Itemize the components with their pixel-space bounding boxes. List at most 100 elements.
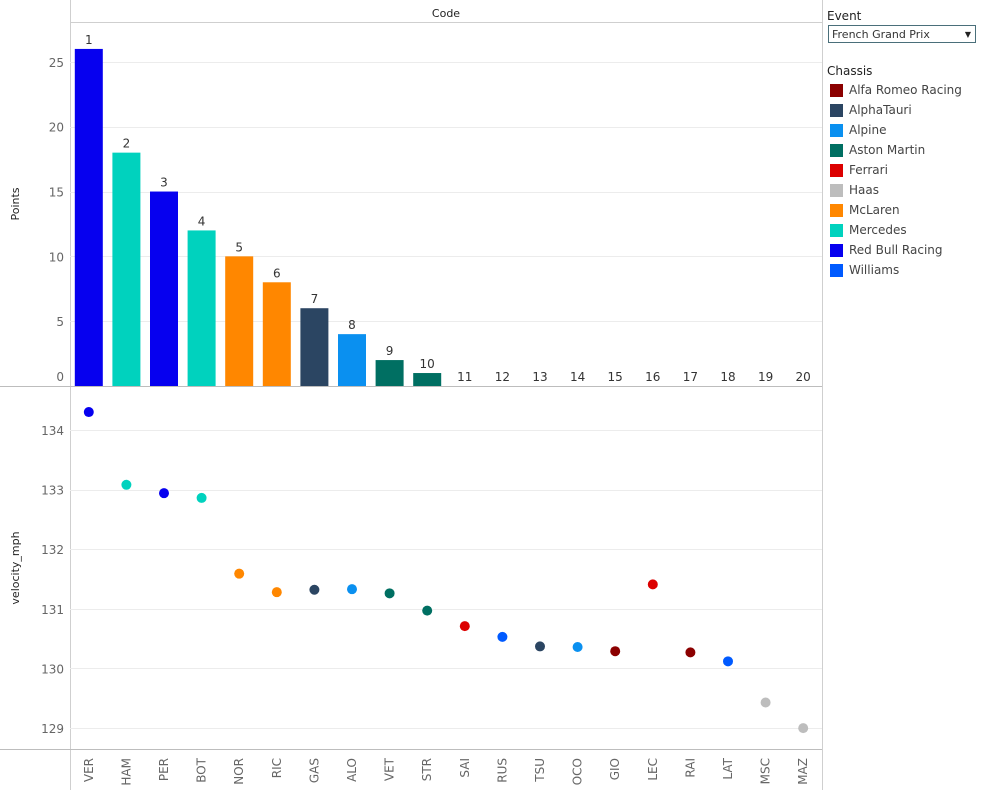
event-select[interactable]: French Grand Prix ▼ bbox=[828, 25, 976, 43]
points-bar[interactable] bbox=[187, 230, 216, 386]
driver-code-label: MSC bbox=[759, 758, 773, 784]
finish-position-label: 3 bbox=[160, 176, 168, 190]
velocity-point[interactable] bbox=[610, 646, 621, 657]
points-bar[interactable] bbox=[225, 256, 254, 386]
finish-position-label: 9 bbox=[386, 344, 394, 358]
driver-code-label: VER bbox=[82, 758, 96, 782]
points-tick-label: 25 bbox=[49, 56, 64, 70]
driver-code-label: MAZ bbox=[796, 758, 810, 785]
velocity-point[interactable] bbox=[196, 492, 207, 503]
points-bar[interactable] bbox=[338, 334, 366, 386]
legend-item[interactable]: Aston Martin bbox=[830, 140, 925, 160]
driver-code-axis: VER HAM PER BOT NOR RIC GAS ALO VET STR SAI RUS TSU O… bbox=[82, 757, 810, 785]
legend-item[interactable]: Mercedes bbox=[830, 220, 907, 240]
legend-swatch bbox=[830, 243, 843, 257]
velocity-point[interactable] bbox=[572, 642, 583, 653]
finish-position-label: 20 bbox=[796, 370, 811, 384]
velocity-point[interactable] bbox=[723, 656, 733, 667]
finish-position-label: 17 bbox=[683, 370, 698, 384]
driver-code-label: ALO bbox=[345, 758, 359, 782]
points-bar[interactable] bbox=[300, 308, 329, 386]
driver-code-label: VET bbox=[383, 757, 397, 781]
points-bar[interactable] bbox=[112, 152, 141, 386]
legend-title: Chassis bbox=[827, 64, 873, 78]
points-bar[interactable] bbox=[74, 48, 103, 387]
finish-position-label: 19 bbox=[758, 370, 773, 384]
velocity-point[interactable] bbox=[647, 579, 658, 590]
legend-item[interactable]: McLaren bbox=[830, 200, 900, 220]
finish-position-label: 6 bbox=[273, 266, 281, 280]
legend-label: AlphaTauri bbox=[849, 103, 912, 117]
velocity-tick-label: 130 bbox=[41, 662, 64, 676]
legend-swatch bbox=[830, 203, 843, 217]
velocity-point[interactable] bbox=[497, 631, 508, 642]
legend-item[interactable]: Haas bbox=[830, 180, 879, 200]
legend-item[interactable]: AlphaTauri bbox=[830, 100, 912, 120]
velocity-tick-label: 134 bbox=[41, 424, 64, 438]
driver-code-label: LAT bbox=[721, 757, 735, 779]
velocity-point[interactable] bbox=[535, 641, 545, 652]
legend-swatch bbox=[830, 263, 843, 277]
finish-position-label: 16 bbox=[645, 370, 660, 384]
points-bar[interactable] bbox=[150, 191, 178, 386]
side-panel: Event French Grand Prix ▼ Chassis Alfa R… bbox=[827, 0, 1000, 797]
legend-item[interactable]: Red Bull Racing bbox=[830, 240, 943, 260]
driver-code-label: BOT bbox=[195, 757, 209, 782]
velocity-point[interactable] bbox=[384, 588, 395, 599]
velocity-point[interactable] bbox=[121, 479, 132, 490]
event-select-value: French Grand Prix bbox=[832, 27, 930, 41]
legend-label: Ferrari bbox=[849, 163, 888, 177]
legend-swatch bbox=[830, 123, 843, 137]
finish-position-label: 5 bbox=[235, 240, 243, 254]
velocity-point[interactable] bbox=[83, 407, 94, 418]
points-tick-label: 20 bbox=[49, 121, 64, 135]
legend-swatch bbox=[830, 163, 843, 177]
legend-item[interactable]: Williams bbox=[830, 260, 899, 280]
legend-swatch bbox=[830, 83, 843, 97]
velocity-point[interactable] bbox=[271, 587, 282, 598]
legend-swatch bbox=[830, 183, 843, 197]
velocity-point[interactable] bbox=[159, 488, 169, 499]
velocity-point[interactable] bbox=[760, 697, 771, 708]
velocity-point[interactable] bbox=[685, 647, 696, 658]
velocity-axis-title: velocity_mph bbox=[9, 531, 22, 604]
finish-position-label: 2 bbox=[123, 137, 131, 151]
points-bar[interactable] bbox=[413, 373, 442, 386]
code-header: Code bbox=[432, 7, 460, 20]
velocity-points bbox=[83, 407, 809, 734]
legend-item[interactable]: Alfa Romeo Racing bbox=[830, 80, 962, 100]
driver-code-label: RIC bbox=[270, 758, 284, 778]
legend-label: McLaren bbox=[849, 203, 900, 217]
chevron-down-icon: ▼ bbox=[964, 29, 972, 39]
points-tick-label: 5 bbox=[56, 315, 64, 329]
velocity-point[interactable] bbox=[422, 605, 433, 616]
finish-position-label: 10 bbox=[420, 357, 435, 371]
velocity-point[interactable] bbox=[347, 584, 357, 595]
driver-code-label: PER bbox=[157, 758, 171, 781]
finish-position-label: 13 bbox=[532, 370, 547, 384]
legend-label: Mercedes bbox=[849, 223, 907, 237]
driver-code-label: NOR bbox=[232, 758, 246, 785]
driver-code-label: TSU bbox=[533, 758, 547, 783]
finish-position-label: 8 bbox=[348, 318, 356, 332]
points-bar[interactable] bbox=[262, 282, 291, 386]
driver-code-label: LEC bbox=[646, 758, 660, 781]
legend-label: Alfa Romeo Racing bbox=[849, 83, 962, 97]
points-axis-title: Points bbox=[9, 187, 22, 220]
velocity-point[interactable] bbox=[234, 568, 245, 579]
velocity-point[interactable] bbox=[798, 723, 809, 734]
velocity-point[interactable] bbox=[459, 621, 470, 632]
legend-item[interactable]: Alpine bbox=[830, 120, 886, 140]
finish-position-label: 4 bbox=[198, 214, 206, 228]
velocity-tick-label: 133 bbox=[41, 484, 64, 498]
legend-item[interactable]: Ferrari bbox=[830, 160, 888, 180]
event-filter-title: Event bbox=[827, 9, 862, 23]
driver-code-label: GAS bbox=[307, 758, 321, 783]
velocity-point[interactable] bbox=[309, 584, 320, 595]
driver-code-label: HAM bbox=[119, 758, 133, 786]
points-bar[interactable] bbox=[375, 360, 404, 386]
finish-position-label: 1 bbox=[85, 33, 93, 47]
velocity-tick-label: 129 bbox=[41, 722, 64, 736]
